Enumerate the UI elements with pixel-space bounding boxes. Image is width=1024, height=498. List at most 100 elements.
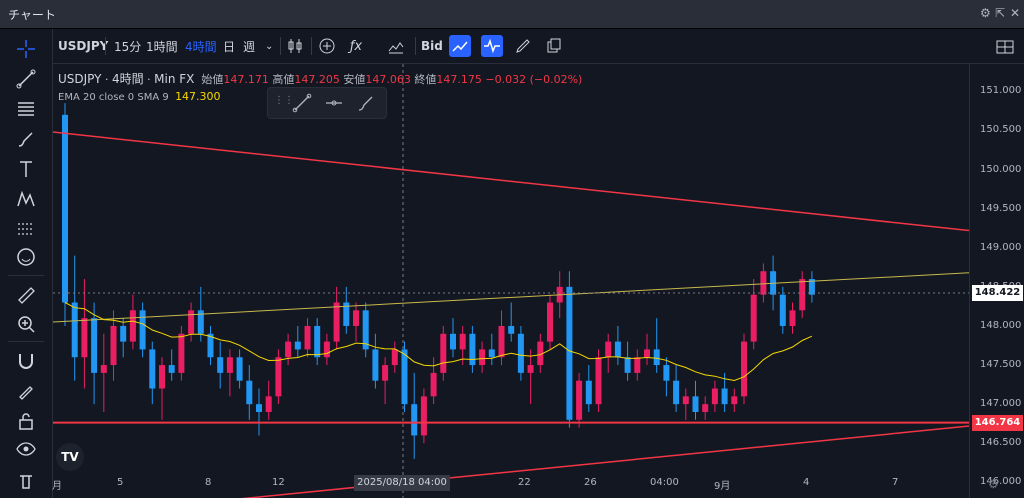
prediction-icon[interactable]	[11, 217, 41, 241]
candle	[721, 388, 728, 405]
close-icon[interactable]: ✕	[1010, 6, 1021, 20]
candle	[731, 396, 738, 405]
layout-icon[interactable]	[994, 35, 1016, 57]
price-tick: 147.500	[980, 359, 1022, 371]
floating-drawing-toolbar: ⋮⋮	[267, 87, 387, 119]
price-tick: 150.500	[980, 124, 1022, 136]
candle	[71, 302, 78, 358]
candle	[663, 365, 670, 381]
interval-4h[interactable]: 4時間	[185, 39, 217, 54]
candle	[304, 325, 311, 350]
pulse-icon[interactable]	[481, 35, 503, 57]
zoom-icon[interactable]	[11, 312, 41, 336]
candle	[459, 333, 466, 350]
interval-1h[interactable]: 1時間	[146, 39, 178, 54]
popout-icon[interactable]: ⇱	[995, 6, 1006, 20]
price-axis[interactable]: 151.000150.500150.000149.500149.000148.5…	[969, 64, 1024, 498]
high-value: 147.205	[294, 73, 340, 86]
candle	[265, 396, 272, 412]
copy-icon[interactable]	[543, 35, 565, 57]
indicators-icon[interactable]: ƒx	[349, 38, 363, 54]
candle	[508, 325, 515, 334]
candle	[197, 310, 204, 334]
candle	[682, 396, 689, 405]
time-label: 5	[117, 477, 124, 488]
fib-lines-icon[interactable]	[11, 97, 41, 121]
magnet-icon[interactable]	[11, 349, 41, 373]
candle	[673, 380, 680, 405]
price-tick: 146.500	[980, 437, 1022, 449]
gear-icon[interactable]: ⚙	[980, 6, 991, 20]
trendline-icon[interactable]	[292, 93, 312, 113]
legend-interval: 4時間	[111, 72, 144, 86]
candle	[517, 333, 524, 373]
emoji-icon[interactable]	[11, 245, 41, 269]
time-label: 26	[584, 477, 597, 488]
candle	[634, 357, 641, 373]
symbol-legend: USDJPY · 4時間 · Min FX 始値147.171 高値147.20…	[58, 72, 583, 86]
eye-icon[interactable]	[11, 437, 41, 461]
line-chart-icon[interactable]	[449, 35, 471, 57]
time-label: 12	[272, 477, 285, 488]
chart-canvas[interactable]: USDJPY · 4時間 · Min FX 始値147.171 高値147.20…	[53, 64, 969, 498]
candle	[100, 365, 107, 373]
candle	[653, 349, 660, 366]
trash-icon[interactable]	[11, 469, 41, 493]
candle	[547, 302, 553, 342]
pattern-icon[interactable]	[11, 187, 41, 211]
price-tick: 150.000	[980, 163, 1022, 175]
candle	[498, 325, 505, 358]
templates-icon[interactable]	[385, 35, 407, 57]
candle	[808, 279, 815, 295]
price-tick: 149.500	[980, 202, 1022, 214]
candle	[256, 404, 262, 412]
candle	[401, 349, 408, 405]
lock-icon[interactable]	[11, 409, 41, 433]
time-label: 04:00	[650, 477, 679, 488]
candle	[576, 380, 583, 420]
gear-icon[interactable]: ⚙	[988, 477, 999, 491]
trendline-icon[interactable]	[11, 67, 41, 91]
candle	[149, 349, 156, 389]
price-chart[interactable]	[53, 64, 969, 498]
high-label: 高値	[272, 73, 295, 86]
time-label: 8	[205, 477, 212, 488]
trendline-lower	[241, 425, 969, 498]
drag-handle-icon[interactable]: ⋮⋮	[274, 95, 294, 106]
candle	[440, 333, 447, 373]
candle	[62, 114, 68, 303]
candle-type-icon[interactable]	[284, 35, 306, 57]
candle	[207, 333, 214, 358]
candle	[372, 349, 379, 381]
indicator-legend[interactable]: EMA 20 close 0 SMA 9 147.300	[58, 90, 221, 103]
horizontal-line-icon[interactable]	[324, 93, 344, 113]
price-tick: 151.000	[980, 85, 1022, 97]
candle	[382, 365, 389, 381]
add-compare-icon[interactable]	[316, 35, 338, 57]
candle	[168, 365, 175, 373]
candle	[391, 349, 398, 366]
time-label: 7	[892, 477, 899, 488]
price-tick: 146.000	[980, 476, 1022, 488]
paint-icon[interactable]	[512, 35, 534, 57]
interval-15m[interactable]: 15分	[114, 39, 142, 54]
text-icon[interactable]	[11, 157, 41, 181]
candle	[178, 333, 185, 373]
candle	[537, 341, 544, 366]
tradingview-logo: TV	[56, 443, 84, 471]
bid-button[interactable]: Bid	[421, 39, 443, 53]
brush-icon[interactable]	[356, 93, 376, 113]
crosshair-icon[interactable]	[11, 37, 41, 61]
chevron-down-icon[interactable]: ⌄	[265, 40, 274, 52]
interval-week[interactable]: 週	[243, 39, 256, 54]
candle	[450, 333, 456, 350]
symbol-button[interactable]: USDJPY	[58, 39, 109, 53]
candle	[624, 357, 631, 373]
candle	[81, 318, 88, 358]
lock-drawing-icon[interactable]	[11, 379, 41, 403]
interval-day[interactable]: 日	[223, 39, 236, 54]
candle	[789, 310, 796, 326]
ruler-icon[interactable]	[11, 283, 41, 307]
brush-icon[interactable]	[11, 127, 41, 151]
low-label: 安値	[343, 73, 366, 86]
